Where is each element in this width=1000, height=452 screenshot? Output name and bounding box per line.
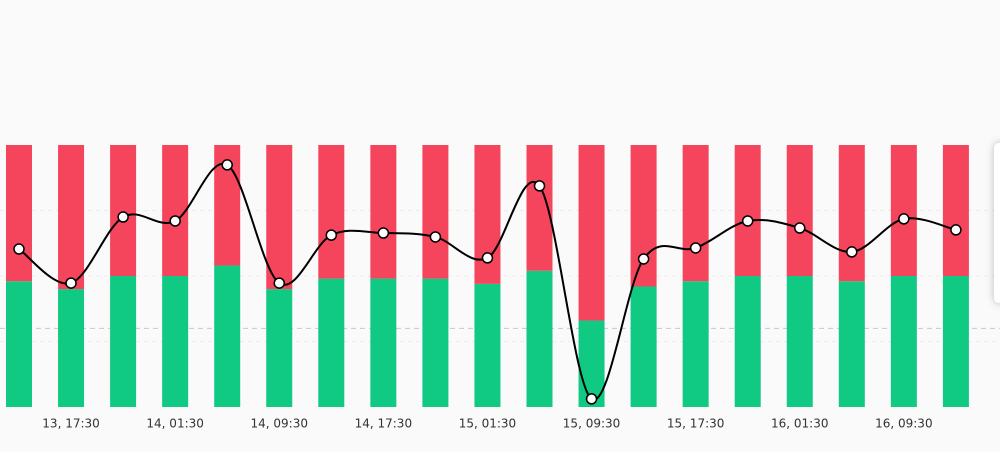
line-point — [221, 159, 233, 171]
bar-segment — [318, 278, 345, 407]
line-point — [117, 211, 129, 223]
line-point — [13, 243, 25, 255]
bar-segment — [838, 281, 865, 407]
bar-segment — [890, 276, 917, 407]
bar-segment — [162, 145, 189, 276]
bar-segment — [838, 145, 865, 282]
bar-segment — [682, 281, 709, 407]
x-tick-label: 14, 17:30 — [355, 417, 412, 431]
x-tick-label: 16, 01:30 — [771, 417, 828, 431]
bar-segment — [890, 145, 917, 276]
bar-segment — [526, 270, 553, 407]
line-point — [169, 215, 181, 227]
line-point — [429, 231, 442, 243]
line-point — [325, 229, 338, 241]
bar-segment — [214, 265, 241, 407]
bar-segment — [942, 145, 969, 276]
line-point — [377, 227, 390, 239]
bar-segment — [786, 145, 813, 276]
bar-segment — [58, 289, 85, 407]
line-point — [481, 252, 494, 264]
line-point — [533, 180, 546, 192]
x-tick-label: 15, 17:30 — [667, 417, 724, 431]
x-tick-label: 13, 17:30 — [42, 417, 99, 431]
bar-segment — [734, 276, 761, 407]
line-point — [741, 215, 754, 227]
line-point — [689, 242, 702, 254]
bar-segment — [422, 145, 449, 279]
x-tick-label: 14, 01:30 — [146, 417, 203, 431]
bar-segment — [266, 289, 293, 407]
bar-segment — [6, 281, 32, 407]
bar-segment — [110, 276, 137, 407]
bar-segment — [786, 276, 813, 407]
line-point — [65, 277, 77, 289]
bar-segment — [266, 145, 293, 290]
line-point — [898, 213, 910, 225]
line-point — [637, 253, 650, 265]
bar-segment — [630, 286, 657, 407]
line-point — [846, 246, 858, 258]
bar-segment — [474, 283, 501, 407]
line-point — [585, 393, 598, 405]
bar-segment — [422, 278, 449, 407]
bar-segment — [734, 145, 761, 276]
bar-segment — [110, 145, 137, 276]
tooltip — [994, 143, 1000, 303]
bar-segment — [682, 145, 709, 282]
x-tick-label: 16, 09:30 — [875, 417, 932, 431]
bar-segment — [370, 278, 397, 407]
line-point — [950, 224, 962, 236]
bar-segment — [630, 145, 657, 287]
line-point — [273, 277, 285, 289]
x-tick-label: 15, 09:30 — [563, 417, 620, 431]
x-tick-label: 15, 01:30 — [459, 417, 516, 431]
bar-segment — [370, 145, 397, 279]
x-tick-label: 14, 09:30 — [251, 417, 308, 431]
bar-segment — [58, 145, 85, 290]
line-point — [794, 222, 806, 234]
bar-segment — [942, 276, 969, 407]
bar-segment — [162, 276, 189, 407]
bar-segment — [6, 145, 32, 282]
bar-segment — [578, 145, 605, 321]
bar-segment — [318, 145, 345, 279]
